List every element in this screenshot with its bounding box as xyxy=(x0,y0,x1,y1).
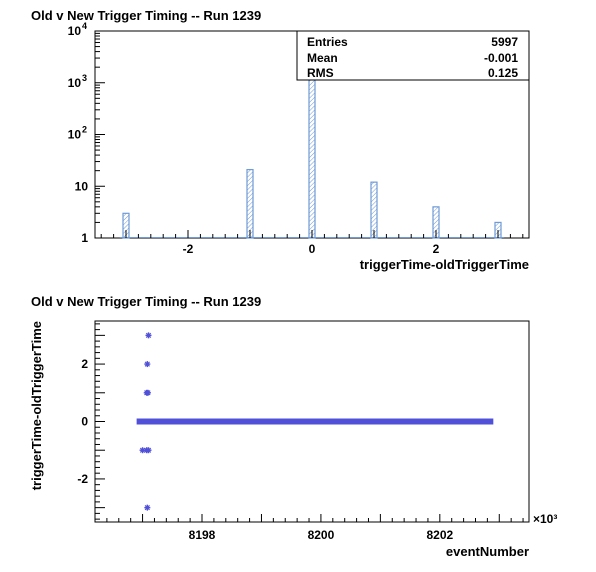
scatter-points xyxy=(136,332,494,511)
histogram-y-tick-label: 10 xyxy=(68,24,82,38)
histogram-y-tick-exponent: 2 xyxy=(82,125,87,135)
scatter-y-axis-title: triggerTime-oldTriggerTime xyxy=(29,321,44,490)
histogram-y-tick-label: 10 xyxy=(75,179,89,193)
histogram-x-tick-label: -2 xyxy=(183,242,194,256)
histogram-y-tick-label: 1 xyxy=(81,231,88,245)
stats-rms-value: 0.125 xyxy=(488,66,518,80)
histogram-bar xyxy=(370,181,378,239)
histogram-y-tick-label: 10 xyxy=(68,128,82,142)
scatter-y-tick-label: 2 xyxy=(81,357,88,371)
scatter-y-tick-label: -2 xyxy=(77,472,88,486)
stats-entries-value: 5997 xyxy=(491,35,518,49)
histogram-bar xyxy=(246,168,254,239)
histogram-y-tick-exponent: 3 xyxy=(82,73,87,83)
stats-rms-label: RMS xyxy=(307,66,334,80)
stats-entries-label: Entries xyxy=(307,35,348,49)
scatter-axes: 8198 8200 8202 -2 0 2 xyxy=(77,323,524,542)
histogram-y-tick-label: 10 xyxy=(68,76,82,90)
stats-box-frame xyxy=(296,30,530,81)
scatter-point xyxy=(145,447,152,454)
scatter-main-band xyxy=(136,418,494,425)
scatter-point xyxy=(144,504,151,511)
scatter-x-axis-title: eventNumber xyxy=(446,544,529,559)
scatter-x-tick-label: 8202 xyxy=(426,528,453,542)
scatter-point xyxy=(145,332,152,339)
scatter-point xyxy=(144,361,151,368)
scatter-x-multiplier: ×10³ xyxy=(533,512,557,526)
stats-box: Entries 5997 Mean -0.001 RMS 0.125 xyxy=(296,30,530,81)
stats-mean-label: Mean xyxy=(307,51,338,65)
chart-title-top: Old v New Trigger Timing -- Run 1239 xyxy=(31,8,262,23)
histogram-x-axis-title: triggerTime-oldTriggerTime xyxy=(360,257,529,272)
histogram-x-tick-label: 0 xyxy=(309,242,316,256)
scatter-y-tick-label: 0 xyxy=(81,415,88,429)
scatter-x-tick-label: 8198 xyxy=(189,528,216,542)
stats-mean-value: -0.001 xyxy=(484,51,518,65)
chart-title-bottom: Old v New Trigger Timing -- Run 1239 xyxy=(31,294,262,309)
histogram-x-tick-label: 2 xyxy=(433,242,440,256)
histogram-y-tick-exponent: 4 xyxy=(82,21,87,31)
scatter-x-tick-label: 8200 xyxy=(308,528,335,542)
scatter-point xyxy=(144,389,151,396)
